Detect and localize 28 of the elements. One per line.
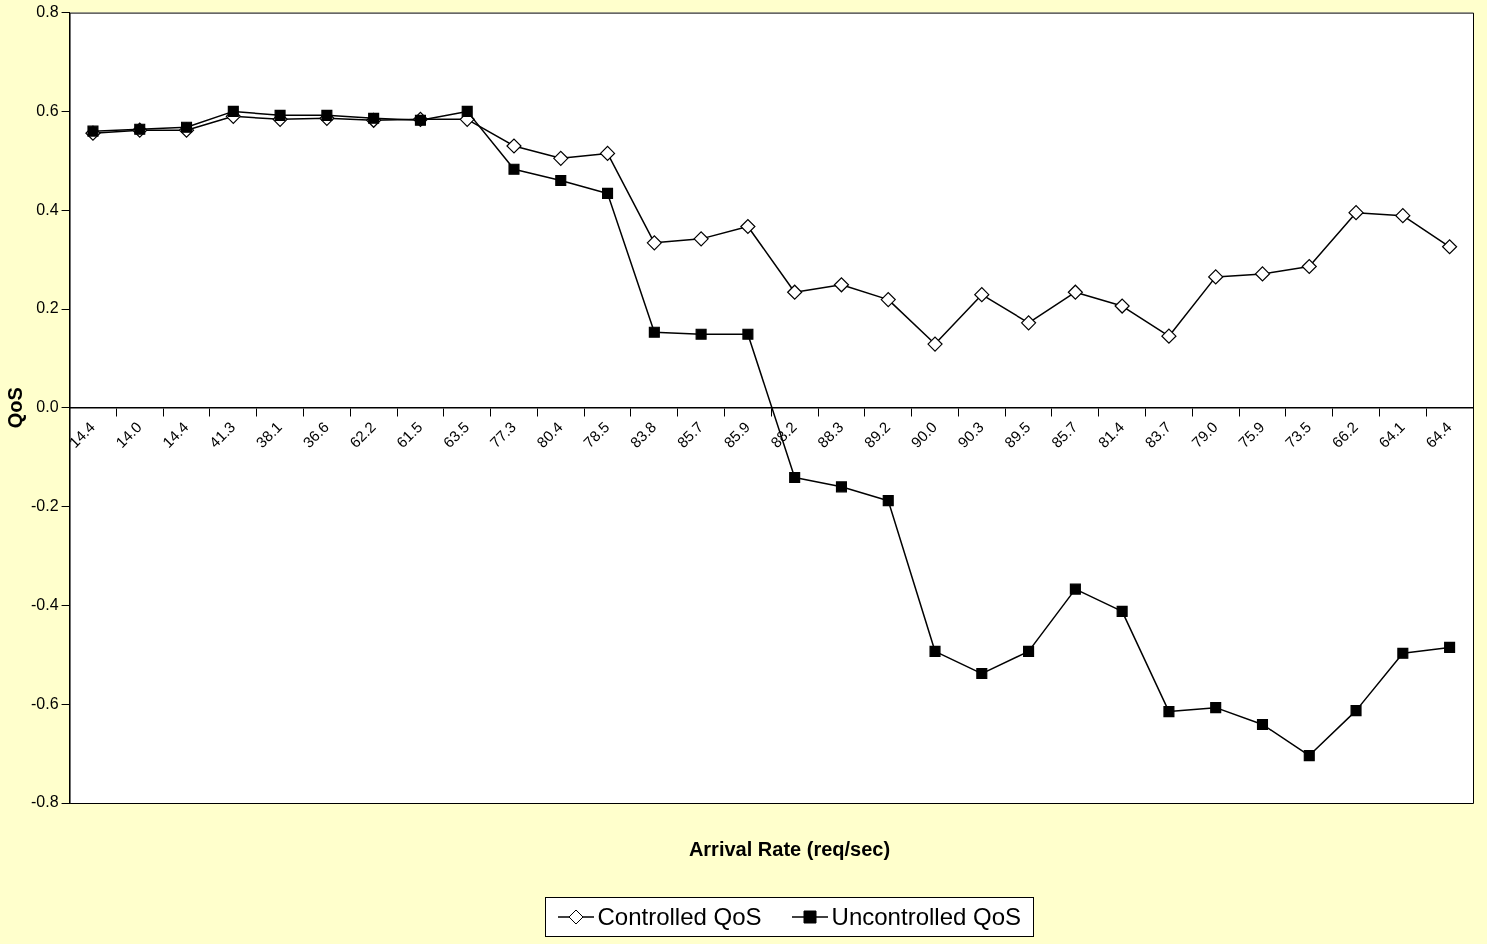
legend-label: Controlled QoS [597,903,762,931]
x-tick-label: 61.5 [392,418,426,451]
x-axis-title: Arrival Rate (req/sec) [687,838,892,861]
y-tick-label: 0.6 [36,101,59,119]
x-tick-label: 62.2 [346,418,379,451]
x-tick-label: 73.5 [1281,418,1315,451]
x-tick-label: 66.2 [1328,418,1362,451]
x-tick-label: 90.0 [907,418,941,451]
y-tick-label: -0.8 [30,793,59,811]
x-tick-label: 64.4 [1421,418,1455,451]
x-tick-label: 38.1 [252,418,286,451]
y-axis-title: QoS [3,387,26,429]
y-tick-label: -0.2 [30,497,59,515]
x-tick-label: 41.3 [205,418,239,451]
y-tick-label: 0.0 [36,398,59,416]
y-tick-label: -0.6 [30,694,59,712]
x-tick-label: 63.5 [439,418,473,451]
x-tick-label: 64.1 [1375,418,1408,451]
x-tick-label: 77.3 [486,418,520,451]
x-tick-label: 75.9 [1234,418,1268,451]
y-tick-label: 0.4 [36,200,59,218]
y-tick-label: 0.8 [36,3,59,21]
x-tick-label: 78.5 [579,418,613,451]
legend-label: Uncontrolled QoS [831,903,1022,931]
x-tick-label: 90.3 [954,418,987,451]
y-tick-label: -0.4 [30,595,59,613]
x-tick-label: 79.0 [1188,418,1221,451]
y-tick-label: 0.2 [36,299,59,317]
